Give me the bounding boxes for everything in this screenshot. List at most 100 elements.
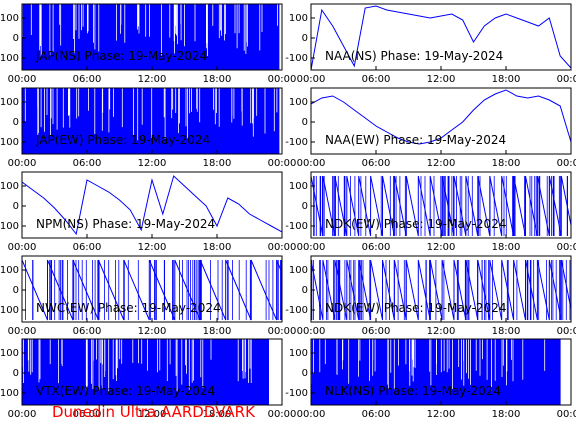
x-tick-label: 18:00 bbox=[203, 242, 232, 253]
x-tick-label: 12:00 bbox=[427, 158, 456, 169]
phase-trace-7 bbox=[22, 259, 282, 321]
x-tick-label: 06:00 bbox=[362, 242, 391, 253]
x-tick-label: 12:00 bbox=[138, 409, 167, 420]
phase-plot-6: 100 0 -100 00:00 06:00 12:00 18:00 00:00 NDK(EW)… bbox=[285, 171, 576, 253]
y-tick-label: 100 bbox=[289, 348, 308, 359]
x-tick-label: 06:00 bbox=[73, 74, 102, 85]
x-tick-label: 00:00 bbox=[8, 74, 37, 85]
x-tick-label: 06:00 bbox=[362, 158, 391, 169]
x-tick-label: 00:00 bbox=[297, 326, 326, 337]
x-tick-label: 00:00 bbox=[557, 74, 576, 85]
y-tick-label: 100 bbox=[289, 97, 308, 108]
phase-trace-5 bbox=[22, 175, 282, 236]
y-tick-label: 100 bbox=[289, 13, 308, 24]
y-tick-label: 0 bbox=[13, 285, 19, 296]
plot-title: VTX(EW) Phase: 19-May-2024 bbox=[36, 384, 215, 398]
y-tick-label: 100 bbox=[0, 13, 19, 24]
plot-title: NAA(EW) Phase: 19-May-2024 bbox=[325, 133, 506, 147]
x-tick-label: 12:00 bbox=[138, 242, 167, 253]
x-tick-label: 00:00 bbox=[268, 409, 297, 420]
x-tick-label: 12:00 bbox=[427, 409, 456, 420]
x-tick-label: 18:00 bbox=[492, 326, 521, 337]
phase-plot-9: 100 0 -100 00:00 06:00 12:00 18:00 00:00 VTX(EW)… bbox=[0, 338, 297, 420]
y-tick-label: 0 bbox=[302, 117, 308, 128]
phase-trace-8 bbox=[311, 259, 571, 321]
y-tick-label: 0 bbox=[302, 201, 308, 212]
phase-plot-7: 100 0 -100 00:00 06:00 12:00 18:00 00:00 NWC(EW)… bbox=[0, 255, 297, 337]
plot-title: NWC(EW) Phase: 19-May-2024 bbox=[36, 301, 221, 315]
x-tick-label: 00:00 bbox=[557, 326, 576, 337]
x-tick-label: 00:00 bbox=[8, 158, 37, 169]
x-tick-label: 18:00 bbox=[492, 158, 521, 169]
phase-plot-2: 100 0 -100 00:00 06:00 12:00 18:00 00:00 NAA(NS)… bbox=[285, 3, 576, 85]
plot-title: NDK(EW) Phase: 19-May-2024 bbox=[325, 217, 506, 231]
y-tick-label: 0 bbox=[13, 117, 19, 128]
x-tick-label: 12:00 bbox=[138, 158, 167, 169]
x-tick-label: 18:00 bbox=[492, 74, 521, 85]
plot-title: JAP(EW) Phase: 19-May-2024 bbox=[35, 133, 210, 147]
y-tick-label: 0 bbox=[13, 368, 19, 379]
x-tick-label: 18:00 bbox=[203, 409, 232, 420]
x-tick-label: 00:00 bbox=[8, 242, 37, 253]
x-tick-label: 00:00 bbox=[8, 326, 37, 337]
y-tick-label: -100 bbox=[0, 388, 19, 399]
plot-title: NLK(NS) Phase: 19-May-2024 bbox=[325, 384, 501, 398]
x-tick-label: 12:00 bbox=[427, 242, 456, 253]
phase-plot-4: 100 0 -100 00:00 06:00 12:00 18:00 00:00 NAA(EW)… bbox=[285, 87, 576, 169]
y-tick-label: 0 bbox=[13, 201, 19, 212]
x-tick-label: 12:00 bbox=[427, 326, 456, 337]
phase-trace-1 bbox=[22, 4, 280, 70]
y-tick-label: -100 bbox=[0, 221, 19, 232]
x-tick-label: 06:00 bbox=[73, 158, 102, 169]
x-tick-label: 06:00 bbox=[362, 74, 391, 85]
x-tick-label: 00:00 bbox=[297, 409, 326, 420]
phase-plot-5: 100 0 -100 00:00 06:00 12:00 18:00 00:00 NPM(NS)… bbox=[0, 171, 296, 253]
footer-credit: Dunedin Ultra AARDDVARK bbox=[52, 403, 255, 421]
x-tick-label: 06:00 bbox=[362, 409, 391, 420]
phase-plot-3: 100 0 -100 00:00 06:00 12:00 18:00 00:00 JAP(EW)… bbox=[0, 87, 297, 169]
x-tick-label: 00:00 bbox=[297, 74, 326, 85]
y-tick-label: -100 bbox=[0, 137, 19, 148]
y-tick-label: -100 bbox=[285, 305, 308, 316]
y-tick-label: -100 bbox=[285, 53, 308, 64]
x-tick-label: 00:00 bbox=[268, 326, 297, 337]
phase-plot-1: 100 0 -100 00:00 06:00 12:00 18:00 00:00 JAP(NS)… bbox=[0, 3, 297, 85]
x-tick-label: 00:00 bbox=[268, 158, 297, 169]
x-tick-label: 00:00 bbox=[8, 409, 37, 420]
x-tick-label: 00:00 bbox=[557, 242, 576, 253]
x-tick-label: 18:00 bbox=[203, 74, 232, 85]
y-tick-label: 0 bbox=[302, 33, 308, 44]
phase-plot-10: 100 0 -100 00:00 06:00 12:00 18:00 00:00 NLK(NS)… bbox=[285, 338, 576, 420]
phase-trace-9 bbox=[22, 339, 269, 405]
y-tick-label: -100 bbox=[0, 53, 19, 64]
y-tick-label: -100 bbox=[285, 388, 308, 399]
phase-trace-10 bbox=[311, 339, 561, 405]
x-tick-label: 06:00 bbox=[73, 242, 102, 253]
x-tick-label: 18:00 bbox=[203, 158, 232, 169]
y-tick-label: 100 bbox=[0, 181, 19, 192]
y-tick-label: -100 bbox=[0, 305, 19, 316]
x-tick-label: 00:00 bbox=[557, 409, 576, 420]
x-tick-label: 18:00 bbox=[492, 409, 521, 420]
phase-trace-6 bbox=[311, 175, 571, 237]
x-tick-label: 06:00 bbox=[73, 326, 102, 337]
phase-trace-3 bbox=[22, 88, 280, 154]
plot-title: NPM(NS) Phase: 19-May-2024 bbox=[36, 217, 215, 231]
x-tick-label: 00:00 bbox=[268, 74, 297, 85]
y-tick-label: 100 bbox=[289, 181, 308, 192]
plot-title: NDK(EW) Phase: 19-May-2024 bbox=[325, 301, 506, 315]
y-tick-label: 100 bbox=[0, 265, 19, 276]
y-tick-label: -100 bbox=[285, 137, 308, 148]
x-tick-label: 18:00 bbox=[203, 326, 232, 337]
x-tick-label: 06:00 bbox=[73, 409, 102, 420]
x-tick-label: 06:00 bbox=[362, 326, 391, 337]
plot-title: JAP(NS) Phase: 19-May-2024 bbox=[35, 49, 207, 63]
y-tick-label: 0 bbox=[302, 368, 308, 379]
x-tick-label: 12:00 bbox=[138, 326, 167, 337]
y-tick-label: -100 bbox=[285, 221, 308, 232]
phase-trace-2 bbox=[311, 5, 571, 70]
y-tick-label: 0 bbox=[13, 33, 19, 44]
x-tick-label: 12:00 bbox=[138, 74, 167, 85]
plot-title: NAA(NS) Phase: 19-May-2024 bbox=[325, 49, 503, 63]
